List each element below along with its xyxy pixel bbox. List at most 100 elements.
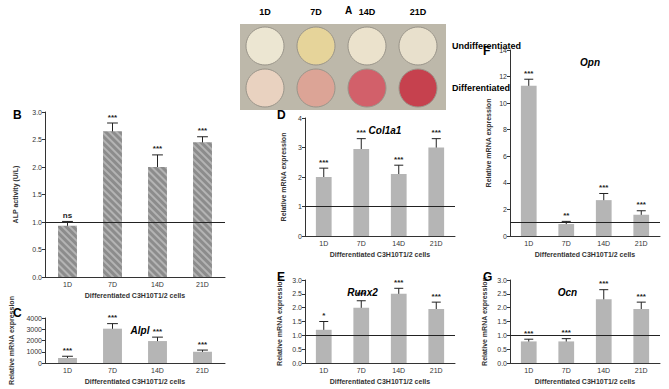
svg-text:***: *** — [198, 126, 208, 135]
svg-text:Ocn: Ocn — [558, 287, 577, 298]
svg-text:0.0: 0.0 — [292, 360, 302, 367]
svg-text:10: 10 — [499, 100, 507, 107]
svg-text:***: *** — [153, 144, 163, 153]
svg-text:Opn: Opn — [580, 57, 600, 68]
svg-text:7D: 7D — [310, 7, 322, 17]
svg-text:ALP activity (U/L): ALP activity (U/L) — [12, 166, 20, 224]
svg-text:***: *** — [637, 200, 647, 209]
svg-text:***: *** — [524, 329, 534, 338]
svg-text:7D: 7D — [357, 240, 366, 247]
svg-text:2.5: 2.5 — [32, 136, 42, 143]
svg-text:E: E — [277, 270, 285, 284]
svg-text:0.5: 0.5 — [32, 246, 42, 253]
svg-text:Runx2: Runx2 — [347, 287, 378, 298]
svg-text:***: *** — [637, 292, 647, 301]
svg-text:***: *** — [599, 279, 609, 288]
svg-text:Alpl: Alpl — [130, 325, 150, 336]
svg-text:***: *** — [63, 346, 73, 355]
svg-text:D: D — [277, 108, 286, 122]
svg-text:Differentiated: Differentiated — [452, 83, 510, 93]
svg-text:7D: 7D — [108, 367, 117, 374]
svg-text:14D: 14D — [359, 7, 376, 17]
svg-text:3.0: 3.0 — [497, 277, 507, 284]
svg-text:21D: 21D — [196, 281, 209, 288]
svg-text:7D: 7D — [562, 367, 571, 374]
svg-text:2.5: 2.5 — [497, 290, 507, 297]
svg-text:1D: 1D — [63, 367, 72, 374]
svg-text:21D: 21D — [430, 367, 443, 374]
svg-text:14D: 14D — [392, 367, 405, 374]
svg-text:***: *** — [108, 313, 118, 322]
svg-text:F: F — [483, 44, 490, 58]
svg-text:***: *** — [319, 158, 329, 167]
svg-text:1D: 1D — [319, 240, 328, 247]
svg-text:1D: 1D — [63, 281, 72, 288]
svg-text:Relative mRNA expression: Relative mRNA expression — [481, 277, 489, 366]
svg-text:4: 4 — [503, 179, 507, 186]
svg-text:G: G — [483, 270, 492, 284]
svg-text:2.0: 2.0 — [292, 304, 302, 311]
svg-text:***: *** — [524, 69, 534, 78]
svg-text:0.0: 0.0 — [32, 274, 42, 281]
svg-text:1.5: 1.5 — [32, 191, 42, 198]
svg-text:14D: 14D — [151, 367, 164, 374]
svg-text:***: *** — [108, 113, 118, 122]
svg-text:***: *** — [198, 340, 208, 349]
svg-text:0.5: 0.5 — [497, 346, 507, 353]
svg-text:14: 14 — [499, 47, 507, 54]
svg-text:*: * — [322, 311, 326, 320]
svg-text:14D: 14D — [392, 240, 405, 247]
svg-text:21D: 21D — [196, 367, 209, 374]
svg-text:1.5: 1.5 — [497, 318, 507, 325]
svg-text:C: C — [13, 306, 22, 320]
svg-text:Differentiated C3H10T1/2 cells: Differentiated C3H10T1/2 cells — [85, 378, 185, 385]
svg-text:Differentiated C3H10T1/2 cells: Differentiated C3H10T1/2 cells — [330, 251, 430, 258]
svg-text:7D: 7D — [357, 367, 366, 374]
svg-text:ns: ns — [63, 211, 73, 220]
svg-text:Relative mRNA expression: Relative mRNA expression — [485, 99, 493, 188]
svg-text:2.0: 2.0 — [32, 164, 42, 171]
svg-text:1000: 1000 — [26, 348, 42, 355]
svg-text:12: 12 — [499, 73, 507, 80]
svg-text:14D: 14D — [597, 367, 610, 374]
svg-text:1: 1 — [298, 203, 302, 210]
svg-text:7D: 7D — [108, 281, 117, 288]
svg-text:***: *** — [394, 155, 404, 164]
svg-text:**: ** — [563, 211, 570, 220]
svg-text:A: A — [345, 5, 352, 16]
svg-text:4: 4 — [298, 115, 302, 122]
svg-text:***: *** — [394, 278, 404, 287]
svg-text:***: *** — [432, 128, 442, 137]
svg-text:3: 3 — [298, 144, 302, 151]
svg-text:4000: 4000 — [26, 315, 42, 322]
svg-text:***: *** — [153, 327, 163, 336]
svg-text:3.0: 3.0 — [292, 277, 302, 284]
svg-text:1.0: 1.0 — [497, 332, 507, 339]
svg-text:***: *** — [599, 183, 609, 192]
svg-text:1D: 1D — [524, 367, 533, 374]
svg-text:Differentiated C3H10T1/2 cells: Differentiated C3H10T1/2 cells — [535, 251, 635, 258]
svg-text:7D: 7D — [562, 240, 571, 247]
svg-text:***: *** — [357, 128, 367, 137]
svg-text:21D: 21D — [635, 367, 648, 374]
svg-text:8: 8 — [503, 126, 507, 133]
svg-text:0.0: 0.0 — [497, 360, 507, 367]
svg-text:1.5: 1.5 — [292, 318, 302, 325]
svg-text:0.5: 0.5 — [292, 346, 302, 353]
svg-text:14D: 14D — [151, 281, 164, 288]
svg-text:2.0: 2.0 — [497, 304, 507, 311]
svg-text:B: B — [13, 108, 22, 122]
svg-text:Col1a1: Col1a1 — [369, 125, 402, 136]
svg-text:1D: 1D — [259, 7, 271, 17]
svg-text:3.0: 3.0 — [32, 109, 42, 116]
svg-text:2: 2 — [298, 174, 302, 181]
svg-text:1.0: 1.0 — [292, 332, 302, 339]
svg-text:2: 2 — [503, 206, 507, 213]
svg-text:21D: 21D — [635, 240, 648, 247]
svg-text:2000: 2000 — [26, 337, 42, 344]
svg-text:6: 6 — [503, 153, 507, 160]
svg-text:Differentiated C3H10T1/2 cells: Differentiated C3H10T1/2 cells — [330, 378, 430, 385]
svg-text:21D: 21D — [430, 240, 443, 247]
svg-text:3000: 3000 — [26, 326, 42, 333]
svg-text:0: 0 — [38, 360, 42, 367]
